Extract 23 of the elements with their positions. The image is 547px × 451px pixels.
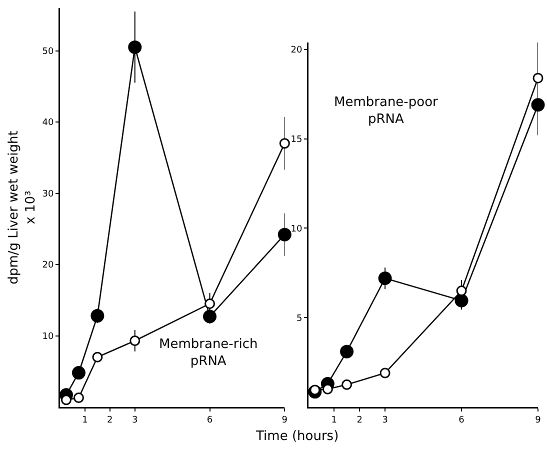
x-tick-label: 9: [535, 415, 542, 426]
x-tick-label: 1: [82, 415, 88, 426]
x-tick-label: 3: [382, 415, 388, 426]
annotation: Membrane-poor pRNA: [334, 95, 439, 127]
x-tick-label: 2: [356, 415, 362, 426]
x-tick-label: 9: [282, 415, 288, 426]
y-tick-label: 10: [290, 224, 303, 234]
y-tick-label: 40: [42, 118, 54, 128]
y-tick-label: 20: [290, 46, 303, 56]
y-tick-label: 50: [42, 46, 54, 57]
y-axis-title: dpm/g Liver wet weight x 10³: [6, 130, 38, 284]
y-tick-label: 30: [42, 189, 54, 200]
y-tick-label: 10: [42, 332, 54, 342]
x-tick-label: 6: [458, 415, 465, 426]
x-tick-label: 2: [107, 415, 113, 426]
annotation: Membrane-rich pRNA: [159, 337, 258, 369]
y-tick-label: 15: [290, 134, 302, 145]
y-tick-label: 5: [296, 314, 302, 324]
y-tick-label: 20: [42, 260, 54, 271]
x-tick-label: 1: [331, 415, 337, 426]
x-tick-label: 6: [206, 415, 213, 426]
x-tick-label: 3: [132, 415, 138, 426]
x-axis-title: Time (hours): [255, 429, 339, 444]
